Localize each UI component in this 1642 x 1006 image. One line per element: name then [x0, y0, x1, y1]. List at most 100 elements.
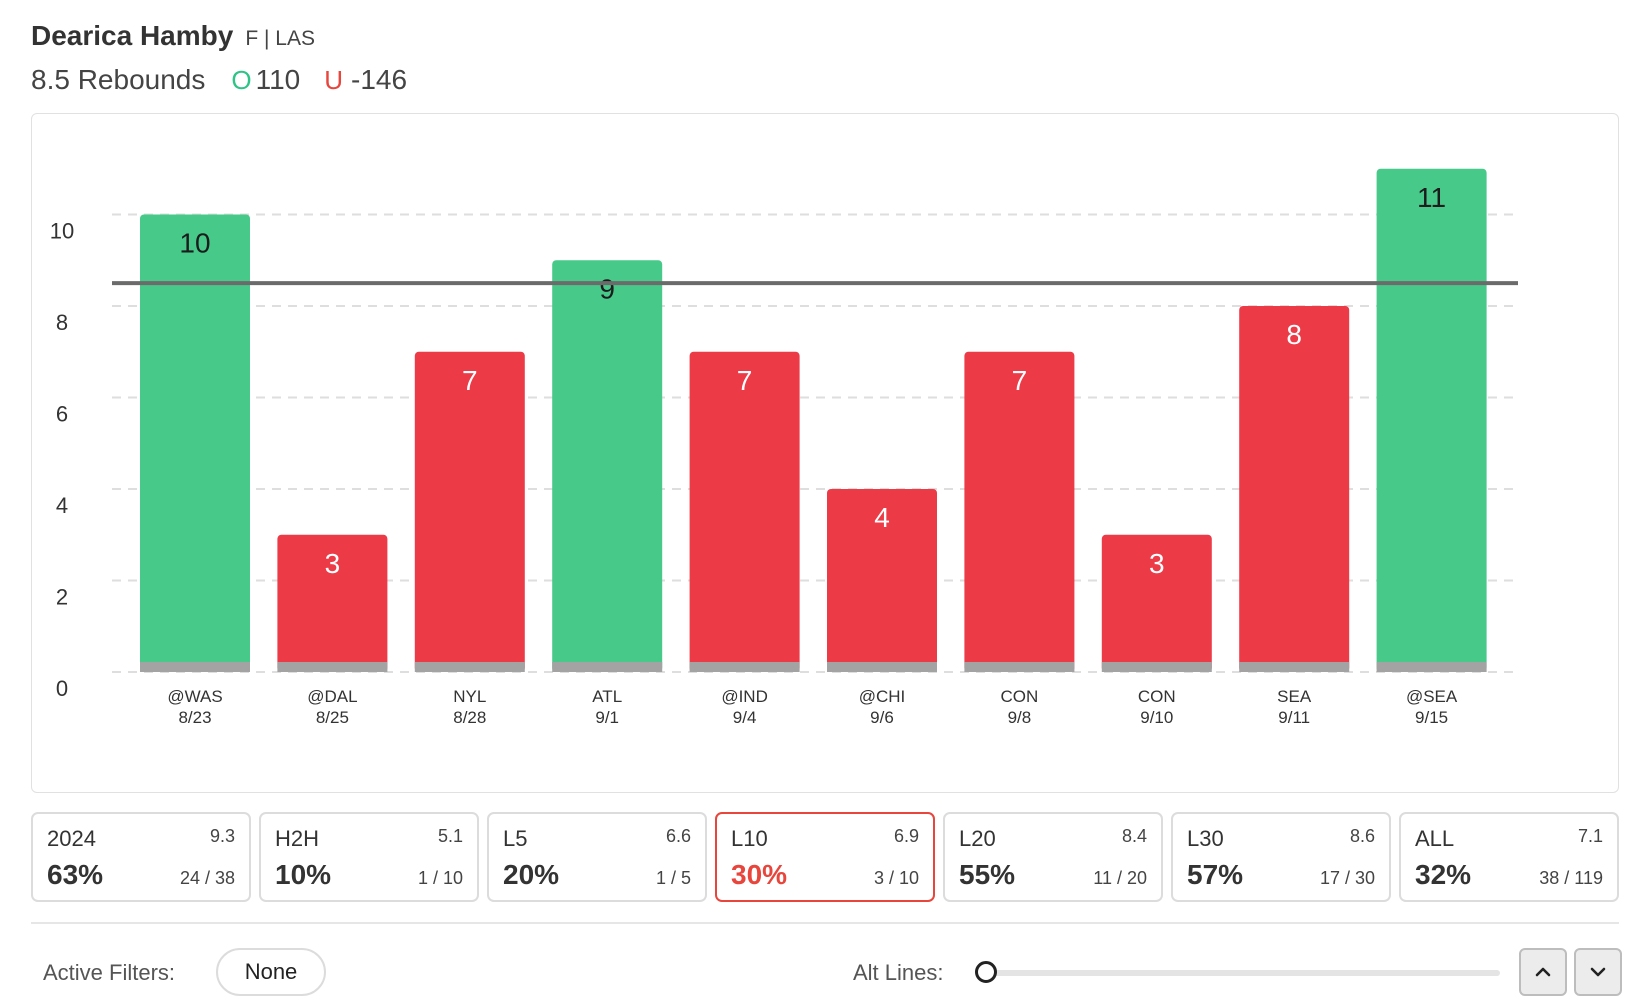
- bar-base: [140, 662, 250, 672]
- stat-hit-rate: 32%: [1415, 859, 1472, 890]
- stat-label: H2H: [275, 826, 320, 851]
- x-tick-opponent: SEA: [1277, 687, 1312, 706]
- stat-box-l5[interactable]: L5 6.6 20% 1 / 5: [487, 812, 707, 902]
- prop-line-row: 8.5 Rebounds O 110 U -146: [31, 64, 431, 96]
- y-tick-label: 4: [56, 493, 68, 518]
- alt-lines-slider-thumb[interactable]: [975, 961, 997, 983]
- bar-value-label: 4: [874, 502, 890, 533]
- stat-hit-rate: 30%: [731, 859, 788, 890]
- stat-average: 8.6: [1349, 826, 1375, 846]
- bar-con: [964, 351, 1075, 672]
- bar-value-label: 10: [179, 228, 210, 259]
- stat-box-h2h[interactable]: H2H 5.1 10% 1 / 10: [259, 812, 479, 902]
- bar-at-was: [140, 214, 250, 672]
- stat-hit-count: 38 / 119: [1539, 868, 1603, 888]
- bar-value-label: 9: [599, 273, 615, 304]
- name-row: Dearica Hamby F | LAS: [31, 20, 431, 52]
- bar-base: [277, 662, 388, 672]
- x-tick-opponent: NYL: [453, 687, 486, 706]
- bar-base: [1101, 662, 1212, 672]
- stat-label: ALL: [1415, 826, 1455, 851]
- x-tick-opponent: CON: [1138, 687, 1176, 706]
- x-tick-opponent: @DAL: [307, 687, 357, 706]
- line-up-button[interactable]: [1519, 948, 1567, 996]
- x-tick-date: 9/15: [1415, 708, 1448, 727]
- player-header: Dearica Hamby F | LAS 8.5 Rebounds O 110…: [31, 20, 431, 96]
- stat-hit-count: 3 / 10: [873, 868, 919, 888]
- rebounds-bar-chart: 0 2 4 6 8 10 10 @WAS 8/23 3 @DAL 8/25 7 NYL 8/28 9 ATL 9/…: [50, 168, 1518, 727]
- bar-base: [964, 662, 1075, 672]
- stat-hit-rate: 20%: [503, 859, 560, 890]
- stat-box-l20[interactable]: L20 8.4 55% 11 / 20: [943, 812, 1163, 902]
- under-icon: U: [324, 65, 344, 95]
- bar-base: [1239, 662, 1350, 672]
- stat-average: 6.9: [893, 826, 919, 846]
- bar-base: [552, 662, 663, 672]
- stat-label: 2024: [47, 826, 96, 851]
- y-tick-label: 6: [56, 402, 68, 427]
- bar-base: [689, 662, 800, 672]
- stat-label: L30: [1187, 826, 1224, 851]
- bar-value-label: 7: [462, 365, 478, 396]
- bar-value-label: 11: [1417, 182, 1446, 213]
- stat-hit-count: 24 / 38: [179, 868, 235, 888]
- stat-label: L5: [503, 826, 528, 851]
- y-tick-label: 2: [56, 585, 68, 610]
- player-position-team: F | LAS: [245, 27, 315, 50]
- x-tick-date: 9/11: [1278, 708, 1310, 727]
- stat-hit-count: 11 / 20: [1093, 868, 1147, 888]
- stat-hit-rate: 63%: [47, 859, 104, 890]
- stat-average: 8.4: [1121, 826, 1147, 846]
- x-tick-opponent: CON: [1001, 687, 1039, 706]
- chart-card: 0 2 4 6 8 10 10 @WAS 8/23 3 @DAL 8/25 7 NYL 8/28 9 ATL 9/…: [31, 113, 1619, 793]
- prop-line-label: 8.5 Rebounds: [31, 64, 206, 95]
- stat-average: 9.3: [209, 826, 235, 846]
- bar-atl: [552, 260, 663, 672]
- stat-box-l30[interactable]: L30 8.6 57% 17 / 30: [1171, 812, 1391, 902]
- y-tick-label: 8: [56, 310, 68, 335]
- stat-box-2024[interactable]: 2024 9.3 63% 24 / 38: [31, 812, 251, 902]
- line-down-button[interactable]: [1574, 948, 1622, 996]
- y-tick-label: 0: [56, 676, 68, 701]
- x-tick-opponent: @SEA: [1406, 687, 1458, 706]
- stat-box-all[interactable]: ALL 7.1 32% 38 / 119: [1399, 812, 1619, 902]
- bar-value-label: 3: [1149, 548, 1165, 579]
- x-tick-opponent: @IND: [721, 687, 768, 706]
- chevron-up-icon: [1535, 967, 1551, 977]
- stat-hit-rate: 57%: [1187, 859, 1244, 890]
- bar-at-sea: [1376, 168, 1487, 672]
- x-tick-opponent: @CHI: [859, 687, 906, 706]
- alt-lines-slider-track[interactable]: [987, 970, 1500, 976]
- stat-label: L10: [731, 826, 768, 851]
- under-odds-group: U -146: [324, 64, 407, 96]
- active-filters-pill[interactable]: None: [216, 948, 326, 996]
- y-tick-label: 10: [50, 219, 74, 244]
- bar-at-dal: [277, 534, 388, 672]
- bar-base: [1376, 662, 1487, 672]
- x-tick-opponent: ATL: [592, 687, 622, 706]
- bar-base: [414, 662, 525, 672]
- bar-at-chi: [827, 489, 937, 672]
- player-name: Dearica Hamby: [31, 20, 234, 51]
- x-tick-opponent: @WAS: [167, 687, 222, 706]
- bar-con: [1101, 534, 1212, 672]
- x-tick-date: 8/28: [453, 708, 486, 727]
- stat-average: 7.1: [1577, 826, 1603, 846]
- x-tick-date: 9/8: [1008, 708, 1032, 727]
- bar-at-ind: [689, 351, 800, 672]
- x-tick-date: 9/1: [595, 708, 619, 727]
- stat-hit-count: 1 / 5: [655, 868, 691, 888]
- bar-value-label: 7: [737, 365, 753, 396]
- chevron-down-icon: [1590, 967, 1606, 977]
- stat-hit-count: 17 / 30: [1319, 868, 1375, 888]
- stat-box-l10[interactable]: L10 6.9 30% 3 / 10: [715, 812, 935, 902]
- bar-nyl: [414, 351, 525, 672]
- over-odds: 110: [255, 64, 301, 95]
- bar-base: [827, 662, 937, 672]
- bar-value-label: 3: [325, 548, 341, 579]
- stat-average: 6.6: [665, 826, 691, 846]
- over-icon: O: [231, 65, 252, 95]
- over-odds-group: O 110: [231, 64, 300, 96]
- under-odds: -146: [351, 64, 408, 95]
- stat-hit-count: 1 / 10: [417, 868, 463, 888]
